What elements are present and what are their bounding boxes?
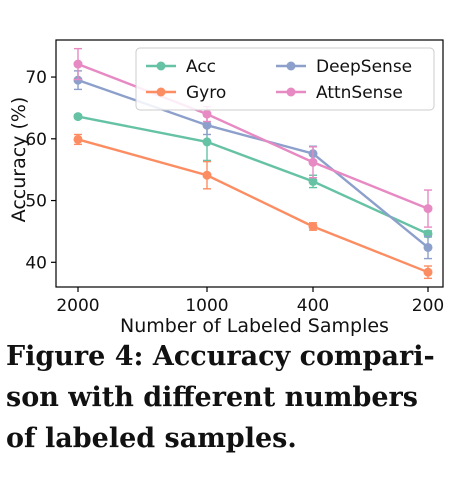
series-gyro	[73, 133, 433, 280]
data-point	[308, 221, 318, 231]
caption-line: son with different numbers	[6, 382, 418, 413]
data-point	[202, 170, 212, 180]
legend-label: Gyro	[186, 83, 226, 103]
legend-label: DeepSense	[316, 57, 412, 77]
x-tick-label: 2000	[56, 296, 99, 316]
legend-entry-acc: Acc	[146, 57, 216, 77]
legend-label: Acc	[186, 57, 216, 77]
y-axis-label: Accuracy (%)	[8, 97, 30, 223]
caption-line: of labeled samples.	[6, 423, 297, 454]
x-axis-label: Number of Labeled Samples	[120, 315, 389, 337]
y-tick-label: 60	[25, 130, 47, 150]
data-point	[202, 120, 212, 130]
series-line	[77, 138, 429, 274]
series-line	[77, 115, 429, 235]
data-point	[202, 137, 212, 147]
legend: Acc Gyro DeepSense AttnSense	[135, 47, 435, 111]
y-tick-label: 40	[25, 253, 47, 273]
legend-entry-deepsense: DeepSense	[276, 57, 412, 77]
x-tick-label: 400	[297, 296, 329, 316]
x-tick-label: 200	[412, 296, 444, 316]
data-point	[423, 242, 433, 252]
legend-swatch-marker	[156, 87, 166, 97]
y-tick-label: 50	[25, 192, 47, 212]
data-point	[308, 157, 318, 167]
series-layer	[73, 47, 433, 280]
data-point	[423, 267, 433, 277]
legend-entry-gyro: Gyro	[146, 83, 226, 103]
legend-box	[135, 47, 435, 111]
x-tick-label: 1000	[185, 296, 228, 316]
legend-swatch-marker	[286, 61, 296, 71]
caption-line: Figure 4: Accuracy compari-	[6, 341, 435, 372]
legend-label: AttnSense	[316, 83, 403, 103]
axes-layer: 40 50 60 70 2000 1000 400 200	[25, 68, 444, 316]
figure-caption: Figure 4: Accuracy compari- son with dif…	[6, 336, 458, 459]
data-point	[202, 109, 212, 119]
y-tick-label: 70	[25, 68, 47, 88]
legend-entry-attnsense: AttnSense	[276, 83, 403, 103]
data-point	[73, 59, 83, 69]
legend-swatch-marker	[286, 87, 296, 97]
data-point	[308, 176, 318, 186]
data-point	[423, 204, 433, 214]
data-point	[73, 134, 83, 144]
data-point	[73, 112, 83, 122]
legend-swatch-marker	[156, 61, 166, 71]
